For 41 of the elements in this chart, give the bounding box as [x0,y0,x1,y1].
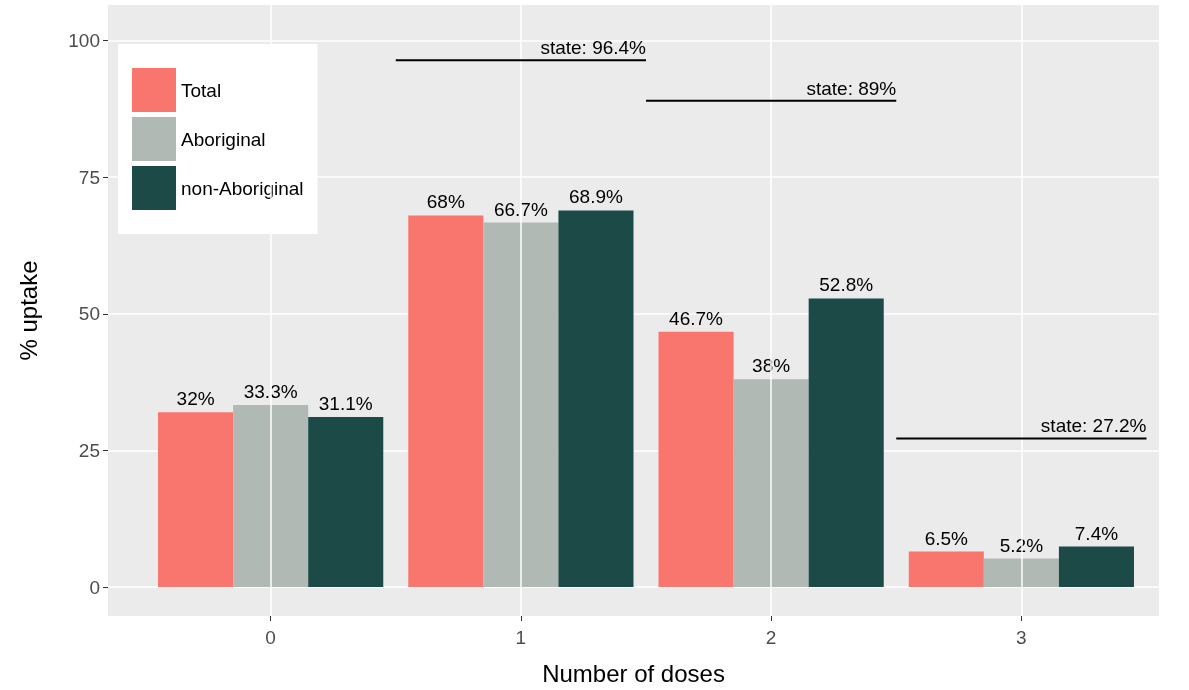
x-tick-label: 3 [1016,627,1027,648]
x-axis-title: Number of doses [542,659,725,687]
data-label: 52.8% [819,274,874,296]
y-tick-label: 50 [78,303,100,325]
bar [558,210,634,588]
data-label: 46.7% [669,307,724,329]
x-tick-label: 1 [515,627,527,648]
bar [1058,546,1134,588]
bar [733,379,809,588]
data-label: 31.1% [318,393,373,415]
bar [908,551,984,588]
bar [158,412,234,588]
x-tick-label: 0 [265,627,276,648]
data-label: 32% [176,388,215,410]
y-tick-label: 100 [68,30,100,52]
y-tick-label: 25 [78,439,100,461]
y-axis-title: % uptake [14,260,42,361]
data-label: 38% [752,355,791,377]
data-label: 7.4% [1074,522,1119,544]
bar [483,222,559,588]
data-label: 5.2% [999,534,1044,556]
data-label: 66.7% [493,198,548,220]
bar [233,405,309,588]
data-label: 6.5% [924,527,969,549]
series-label: state: 27.2% [1040,415,1147,437]
legend-label: Aboriginal [181,128,266,150]
x-tick-label: 2 [765,627,777,648]
data-label: 68.9% [569,186,624,208]
series-label: state: 89% [806,77,897,99]
data-label: 33.3% [243,381,298,403]
y-tick-label: 0 [89,576,100,598]
bar [308,417,384,588]
bar [983,558,1059,588]
y-tick-label: 75 [78,166,100,188]
legend-label: Total [181,79,222,101]
data-label: 68% [426,191,465,213]
series-label: state: 96.4% [540,37,647,59]
bar [408,215,484,588]
legend-label: non-Aboriginal [181,177,304,199]
bar [808,298,884,588]
bar [658,331,734,588]
